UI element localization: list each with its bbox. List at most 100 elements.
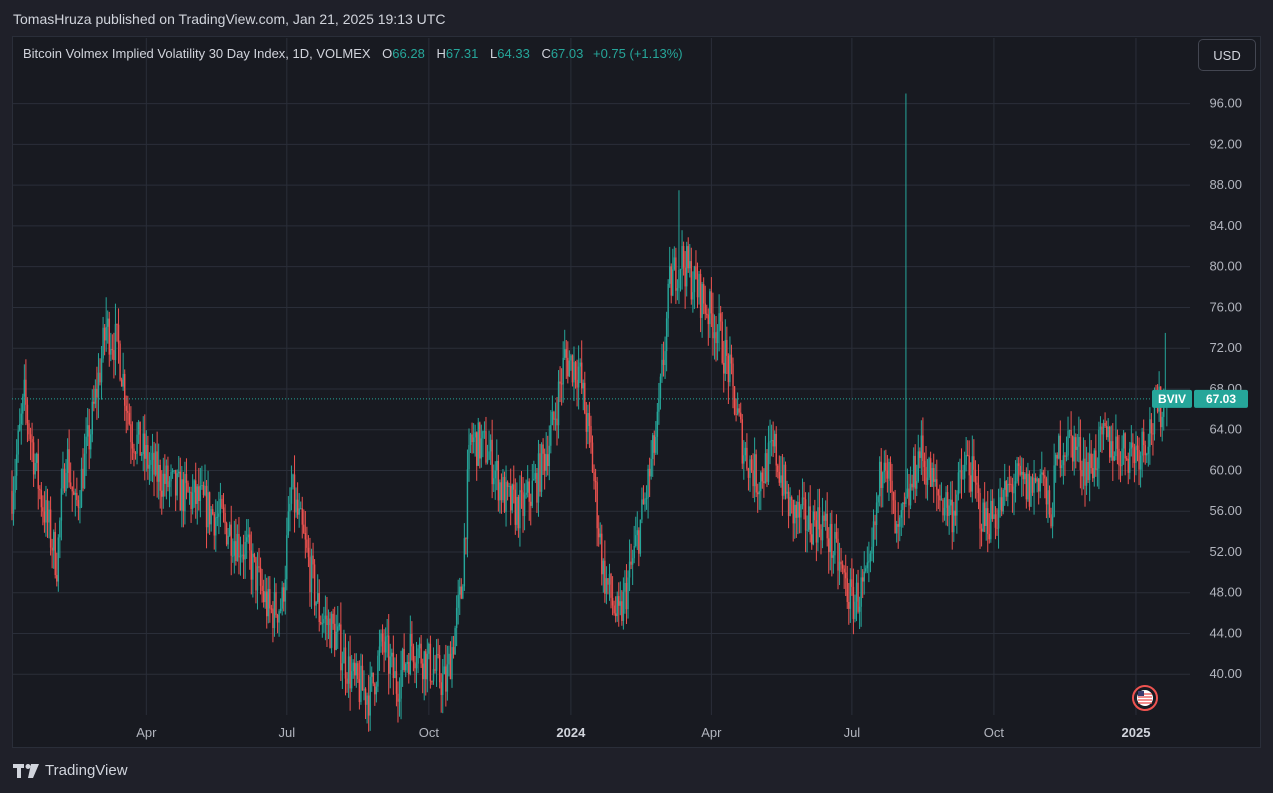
candle-body (350, 671, 353, 689)
candle-body (1039, 474, 1041, 492)
candle (716, 324, 719, 361)
candle (117, 308, 120, 364)
candle-body (698, 273, 700, 298)
candle-body (86, 425, 89, 437)
candle (29, 427, 32, 461)
footer-branding[interactable]: TradingView (13, 762, 128, 779)
candle (823, 511, 825, 528)
candle (834, 523, 836, 564)
candle (818, 488, 821, 538)
candle (861, 569, 864, 599)
candle (1047, 470, 1049, 523)
candle-body (386, 635, 388, 637)
candle (403, 633, 405, 673)
candle (151, 433, 154, 483)
candle (230, 505, 232, 576)
chart-frame[interactable] (12, 36, 1261, 748)
candle-body (865, 568, 867, 572)
price-tag-value: 67.03 (1206, 392, 1236, 406)
candle (801, 478, 804, 510)
currency-button[interactable]: USD (1198, 39, 1256, 71)
candle (764, 435, 767, 484)
candle (937, 488, 940, 510)
candle (547, 435, 549, 476)
candle (1033, 460, 1035, 515)
candle (1034, 473, 1037, 484)
candle-body (357, 663, 359, 680)
candle-body (571, 355, 574, 383)
candle (831, 510, 833, 577)
candle-body (539, 453, 541, 492)
candle (191, 474, 194, 515)
candle (310, 548, 313, 609)
candle-body (1085, 461, 1088, 486)
candle (721, 312, 723, 365)
candle (821, 497, 824, 549)
candle (855, 574, 858, 622)
candle-body (855, 582, 858, 602)
candle-body (32, 442, 35, 475)
candle-body (476, 432, 478, 466)
candle (233, 520, 236, 574)
candle (62, 451, 64, 495)
candle-body (988, 533, 990, 540)
candle-body (752, 470, 754, 487)
legend-open-value: 66.28 (392, 46, 425, 61)
candle (303, 509, 305, 535)
candle (587, 404, 589, 445)
candle (1152, 423, 1154, 456)
candle (1142, 419, 1145, 463)
candle-body (340, 624, 342, 671)
candle-body (491, 439, 493, 485)
candle-body (320, 622, 322, 624)
legend-open-key: O (382, 46, 393, 61)
candle-body (973, 456, 975, 470)
candle-body (729, 354, 731, 383)
y-tick-label: 52.00 (1209, 544, 1242, 559)
candle (1051, 502, 1054, 539)
candle (298, 493, 300, 528)
candle (68, 429, 70, 488)
candle-body (653, 435, 655, 453)
candle (247, 518, 249, 544)
candle (570, 353, 572, 371)
candle-body (462, 586, 464, 599)
candle (428, 642, 430, 660)
candle (621, 590, 623, 626)
y-tick-label: 80.00 (1209, 259, 1242, 274)
candle (375, 681, 378, 703)
candle-body (153, 452, 155, 475)
candle-body (869, 553, 872, 562)
candle (973, 439, 975, 482)
candle-body (1014, 481, 1017, 487)
price-tag-value-box (1194, 389, 1248, 408)
candle-body (471, 434, 473, 443)
candle-body (528, 481, 530, 502)
candle (349, 635, 351, 711)
candle (1079, 419, 1082, 489)
candle-body (613, 605, 615, 614)
candle (397, 681, 399, 723)
candle-body (966, 454, 969, 456)
candle-body (886, 470, 889, 479)
candle-body (1013, 486, 1015, 494)
candle-body (902, 502, 904, 511)
candle-body (605, 578, 608, 594)
candle-body (477, 422, 479, 466)
candle (1121, 435, 1123, 476)
candle-body (102, 327, 104, 359)
candle (528, 478, 530, 521)
candle (20, 403, 22, 445)
candle (667, 279, 669, 337)
candle-body (638, 530, 640, 554)
candle-body (610, 573, 612, 598)
candle (344, 633, 347, 696)
candle (408, 652, 410, 684)
candle (655, 421, 657, 455)
candle-body (1150, 419, 1153, 434)
candle-body (52, 531, 55, 551)
candle (1099, 416, 1102, 453)
candle-body (559, 381, 561, 384)
candle (1019, 455, 1021, 477)
